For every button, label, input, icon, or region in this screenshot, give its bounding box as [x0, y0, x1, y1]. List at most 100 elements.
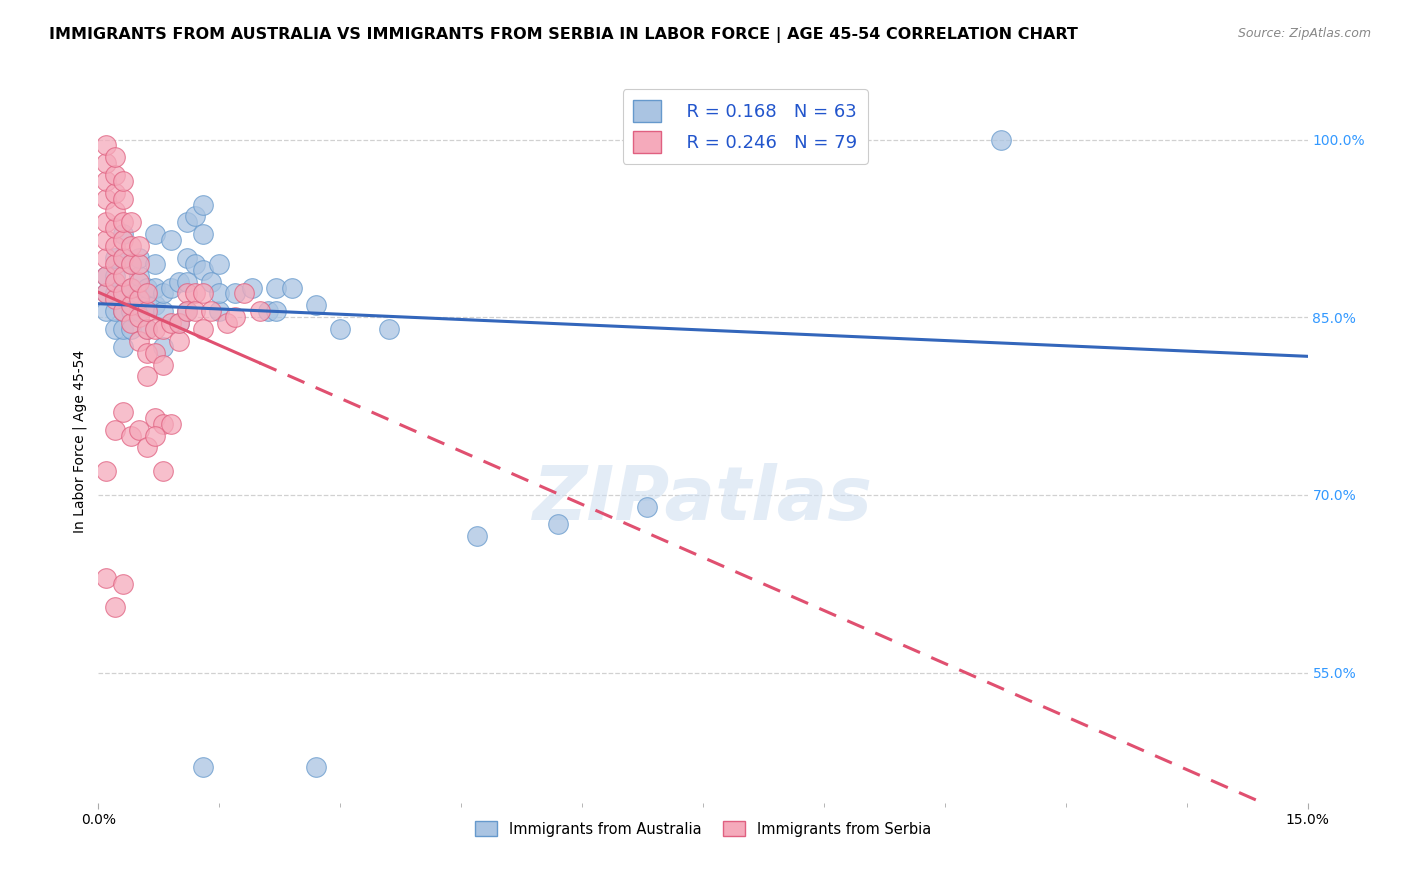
Legend: Immigrants from Australia, Immigrants from Serbia: Immigrants from Australia, Immigrants fr…	[470, 815, 936, 842]
Point	[167, 316, 190, 330]
Point	[305, 298, 328, 312]
Point	[176, 275, 198, 289]
Point	[120, 239, 142, 253]
Point	[135, 280, 157, 294]
Point	[111, 174, 134, 188]
Point	[111, 576, 134, 591]
Point	[128, 239, 150, 253]
Point	[636, 500, 658, 514]
Text: Source: ZipAtlas.com: Source: ZipAtlas.com	[1237, 27, 1371, 40]
Point	[103, 304, 125, 318]
Point	[128, 423, 150, 437]
Point	[176, 286, 198, 301]
Point	[176, 251, 198, 265]
Point	[128, 310, 150, 325]
Point	[120, 280, 142, 294]
Point	[232, 286, 254, 301]
Point	[193, 227, 215, 242]
Point	[128, 293, 150, 307]
Point	[329, 322, 352, 336]
Point	[208, 257, 231, 271]
Point	[547, 517, 569, 532]
Point	[128, 275, 150, 289]
Point	[96, 215, 118, 229]
Point	[120, 428, 142, 442]
Point	[96, 233, 118, 247]
Point	[120, 304, 142, 318]
Point	[135, 322, 157, 336]
Point	[111, 405, 134, 419]
Point	[111, 304, 134, 318]
Point	[128, 334, 150, 348]
Point	[184, 304, 207, 318]
Point	[152, 304, 174, 318]
Point	[240, 280, 263, 294]
Point	[281, 280, 304, 294]
Point	[143, 298, 166, 312]
Point	[120, 322, 142, 336]
Point	[111, 286, 134, 301]
Point	[103, 186, 125, 200]
Point	[160, 233, 183, 247]
Point	[224, 310, 246, 325]
Point	[96, 156, 118, 170]
Point	[990, 132, 1012, 146]
Point	[143, 257, 166, 271]
Point	[111, 268, 134, 283]
Point	[120, 257, 142, 271]
Point	[111, 233, 134, 247]
Point	[128, 286, 150, 301]
Point	[167, 316, 190, 330]
Point	[120, 257, 142, 271]
Point	[200, 304, 222, 318]
Point	[96, 138, 118, 153]
Point	[135, 369, 157, 384]
Point	[111, 251, 134, 265]
Point	[208, 304, 231, 318]
Point	[143, 345, 166, 359]
Point	[111, 340, 134, 354]
Point	[152, 464, 174, 478]
Point	[103, 293, 125, 307]
Point	[224, 286, 246, 301]
Point	[103, 221, 125, 235]
Point	[184, 286, 207, 301]
Point	[167, 334, 190, 348]
Point	[264, 280, 287, 294]
Point	[103, 286, 125, 301]
Point	[176, 304, 198, 318]
Point	[200, 275, 222, 289]
Point	[128, 268, 150, 283]
Point	[120, 298, 142, 312]
Point	[143, 410, 166, 425]
Point	[103, 239, 125, 253]
Point	[143, 280, 166, 294]
Text: ZIPatlas: ZIPatlas	[533, 463, 873, 536]
Point	[135, 298, 157, 312]
Point	[96, 174, 118, 188]
Point	[176, 215, 198, 229]
Point	[135, 304, 157, 318]
Point	[264, 304, 287, 318]
Point	[128, 251, 150, 265]
Point	[256, 304, 278, 318]
Point	[103, 322, 125, 336]
Point	[111, 322, 134, 336]
Point	[160, 280, 183, 294]
Text: IMMIGRANTS FROM AUSTRALIA VS IMMIGRANTS FROM SERBIA IN LABOR FORCE | AGE 45-54 C: IMMIGRANTS FROM AUSTRALIA VS IMMIGRANTS …	[49, 27, 1078, 43]
Point	[103, 251, 125, 265]
Point	[120, 280, 142, 294]
Point	[111, 215, 134, 229]
Point	[120, 215, 142, 229]
Point	[152, 340, 174, 354]
Point	[160, 316, 183, 330]
Y-axis label: In Labor Force | Age 45-54: In Labor Force | Age 45-54	[73, 350, 87, 533]
Point	[249, 304, 271, 318]
Point	[103, 423, 125, 437]
Point	[103, 150, 125, 164]
Point	[143, 428, 166, 442]
Point	[135, 441, 157, 455]
Point	[135, 286, 157, 301]
Point	[103, 268, 125, 283]
Point	[176, 304, 198, 318]
